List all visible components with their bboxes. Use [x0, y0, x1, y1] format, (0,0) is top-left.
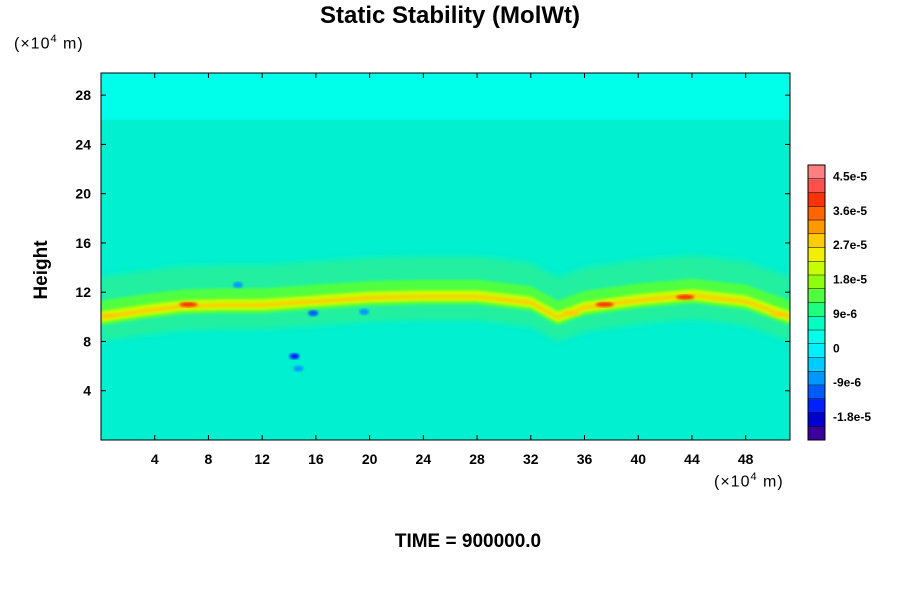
colorbar-segment: [808, 178, 825, 193]
colorbar-label: 9e-6: [833, 307, 857, 321]
colorbar-segment: [808, 385, 825, 400]
colorbar-label: 1.8e-5: [833, 273, 867, 287]
colorbar-segment: [808, 398, 825, 413]
x-tick-label: 40: [630, 451, 646, 467]
x-tick-label: 28: [469, 451, 485, 467]
stability-cold-spot: [308, 310, 319, 317]
colorbar-segment: [808, 247, 825, 262]
y-axis-unit: (×104 m): [14, 33, 84, 53]
colorbar-segment: [808, 357, 825, 372]
x-tick-label: 20: [362, 451, 378, 467]
tropopause-band-mid: [101, 278, 790, 326]
x-axis: 4 8 12 16 20 24 28 32 36 40 44 48: [151, 73, 754, 467]
colorbar-label: 3.6e-5: [833, 204, 867, 218]
colorbar-segment: [808, 330, 825, 345]
chart-title: Static Stability (MolWt): [320, 2, 580, 29]
colorbar-frame: [807, 164, 826, 441]
upper-layer: [101, 73, 790, 120]
stability-hotspot: [770, 311, 789, 317]
colorbar-label: -1.8e-5: [833, 410, 871, 424]
colorbar-segment: [808, 426, 825, 441]
heatmap-field: [101, 73, 790, 440]
colorbar-segment: [808, 165, 825, 180]
y-tick-label: 28: [75, 87, 91, 103]
x-tick-label: 8: [205, 451, 213, 467]
x-axis-unit: (×104 m): [714, 471, 784, 491]
colorbar-segment: [808, 343, 825, 358]
x-tick-label: 12: [254, 451, 270, 467]
time-label: TIME = 900000.0: [394, 531, 542, 552]
y-tick-label: 12: [75, 284, 91, 300]
stability-hotspot: [595, 302, 614, 308]
colorbar-segment: [808, 371, 825, 386]
y-tick-label: 8: [83, 333, 91, 349]
y-tick-label: 20: [75, 186, 91, 202]
stability-hotspot: [101, 313, 117, 319]
stability-cold-spot: [289, 353, 300, 360]
x-tick-label: 16: [308, 451, 324, 467]
colorbar-label: 2.7e-5: [833, 238, 867, 252]
stability-hotspot: [562, 310, 581, 316]
colorbar-segment: [808, 261, 825, 276]
x-tick-label: 32: [523, 451, 539, 467]
stability-hotspot: [179, 302, 198, 308]
colorbar-segment: [808, 220, 825, 235]
tropopause-band-core: [101, 289, 790, 323]
y-axis: 4 8 12 16 20 24 28: [75, 87, 790, 399]
x-tick-label: 48: [738, 451, 754, 467]
x-tick-label: 4: [151, 451, 159, 467]
plot-frame: [100, 72, 791, 441]
x-tick-label: 36: [577, 451, 593, 467]
colorbar-segment: [808, 302, 825, 317]
colorbar-segment: [808, 206, 825, 221]
colorbar-segment: [808, 288, 825, 303]
y-tick-label: 16: [75, 235, 91, 251]
x-tick-label: 24: [416, 451, 432, 467]
colorbar-segment: [808, 233, 825, 248]
stability-cold-spot: [293, 365, 304, 372]
x-tick-label: 44: [684, 451, 700, 467]
colorbar-segment: [808, 412, 825, 427]
stability-cold-spot: [359, 308, 370, 315]
y-tick-label: 24: [75, 136, 91, 152]
colorbar-segment: [808, 275, 825, 290]
colorbar-label: 0: [833, 341, 840, 355]
y-tick-label: 4: [83, 383, 91, 399]
colorbar-label: -9e-6: [833, 376, 861, 390]
stability-hotspot: [676, 294, 695, 300]
colorbar-segment: [808, 316, 825, 331]
stability-cold-spot: [232, 281, 243, 288]
colorbar-label: 4.5e-5: [833, 169, 867, 183]
colorbar: 4.5e-5 3.6e-5 2.7e-5 1.8e-5 9e-6 0 -9e-6 -1.8e-…: [807, 164, 871, 441]
colorbar-segment: [808, 192, 825, 207]
tropopause-band-peak: [101, 293, 790, 320]
